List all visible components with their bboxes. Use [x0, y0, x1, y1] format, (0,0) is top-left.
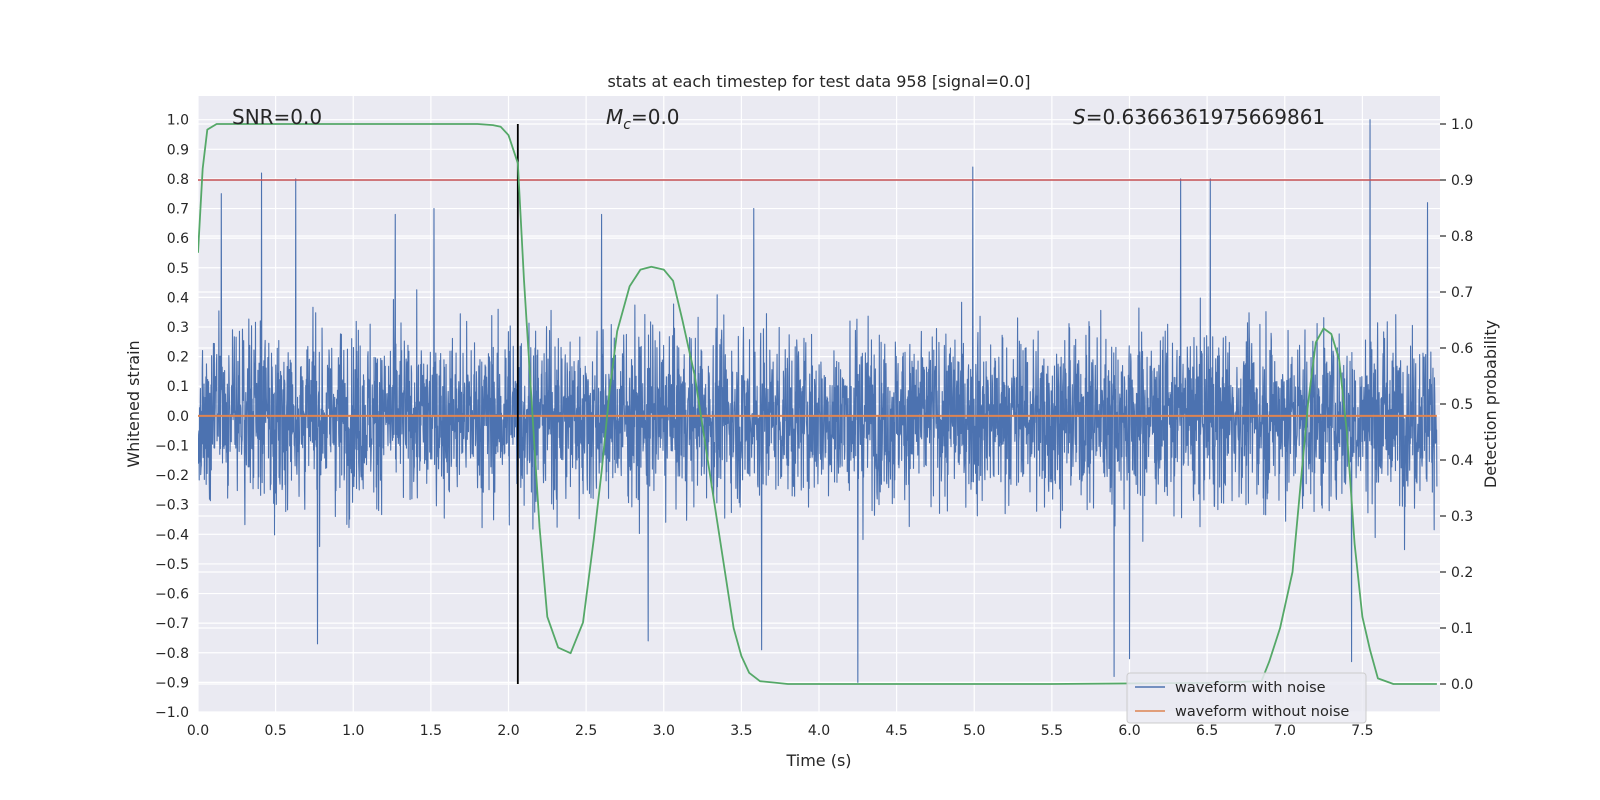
series-layer [198, 119, 1440, 685]
y-tick-label: 1.0 [167, 113, 189, 129]
y-tick-label-right: 0.8 [1451, 229, 1473, 245]
x-tick-label: 0.0 [187, 723, 209, 739]
x-tick-label: 3.0 [653, 723, 675, 739]
x-tick-label: 7.0 [1274, 723, 1296, 739]
x-tick-label: 5.0 [963, 723, 985, 739]
legend-box [1126, 672, 1367, 724]
y-tick-label-right: 0.1 [1451, 621, 1473, 637]
y-tick-label: 0.1 [167, 379, 189, 395]
x-tick-label: 1.0 [342, 723, 364, 739]
x-tick-label: 2.5 [575, 723, 597, 739]
chirp-mass-annotation: Mc=0.0 [606, 105, 680, 133]
noise-waveform-line [198, 119, 1438, 683]
legend-label-noise: waveform with noise [1175, 680, 1326, 696]
x-tick-label: 7.5 [1351, 723, 1373, 739]
y-tick-label: −0.7 [155, 616, 189, 632]
x-tick-label: 6.5 [1196, 723, 1218, 739]
chart-title: stats at each timestep for test data 958… [607, 72, 1030, 91]
y-tick-label: −0.1 [155, 438, 189, 454]
x-tick-label: 0.5 [264, 723, 286, 739]
y-tick-label: −0.6 [155, 587, 189, 603]
y-tick-label: −0.4 [155, 527, 189, 543]
x-tick-label: 4.0 [808, 723, 830, 739]
y-tick-label: −1.0 [155, 705, 189, 721]
y-tick-label: 0.8 [167, 172, 189, 188]
y-tick-label-right: 0.5 [1451, 397, 1473, 413]
y-ticks-right: 0.0 0.1 0.2 0.3 0.4 0.5 0.6 0.7 0.8 0.9 1.0 [1440, 117, 1473, 693]
y-tick-label-right: 0.6 [1451, 341, 1473, 357]
legend: waveform with noise waveform without noi… [1126, 672, 1367, 724]
x-tick-label: 5.5 [1041, 723, 1063, 739]
y-tick-label: −0.8 [155, 646, 189, 662]
y-tick-label: −0.9 [155, 675, 189, 691]
snr-annotation: SNR=0.0 [232, 105, 322, 129]
s-symbol: S [1073, 105, 1086, 129]
y-axis-label: Whitened strain [124, 340, 143, 467]
s-value: =0.6366361975669861 [1086, 105, 1325, 129]
detection-probability-line [198, 123, 1437, 685]
x-tick-label: 2.0 [497, 723, 519, 739]
x-tick-label: 6.0 [1118, 723, 1140, 739]
legend-label-clean: waveform without noise [1175, 704, 1349, 720]
y-tick-label: 0.3 [167, 320, 189, 336]
y-tick-label-right: 0.2 [1451, 565, 1473, 581]
y-tick-label: 0.6 [167, 231, 189, 247]
y-tick-label-right: 0.7 [1451, 285, 1473, 301]
y-tick-label: 0.0 [167, 409, 189, 425]
x-axis-label: Time (s) [785, 751, 851, 770]
mc-symbol: M [606, 105, 623, 129]
s-annotation: S=0.6366361975669861 [1073, 105, 1325, 129]
y-tick-label: −0.2 [155, 468, 189, 484]
y-tick-label: 0.5 [167, 261, 189, 277]
mc-value: =0.0 [631, 105, 680, 129]
y-tick-label: 0.4 [167, 290, 189, 306]
y-tick-label: 0.2 [167, 350, 189, 366]
x-tick-label: 3.5 [730, 723, 752, 739]
mc-subscript: c [623, 117, 631, 133]
y-tick-label-right: 0.4 [1451, 453, 1473, 469]
x-tick-label: 1.5 [420, 723, 442, 739]
y-axis-label-right: Detection probability [1481, 320, 1500, 488]
x-ticks: 0.0 0.5 1.0 1.5 2.0 2.5 3.0 3.5 4.0 4.5 5.0 5.5 6.0 6… [187, 723, 1374, 739]
y-tick-label: −0.5 [155, 557, 189, 573]
y-tick-label-right: 0.0 [1451, 677, 1473, 693]
y-tick-label-right: 1.0 [1451, 117, 1473, 133]
x-tick-label: 4.5 [885, 723, 907, 739]
y-ticks-left: −1.0 −0.9 −0.8 −0.7 −0.6 −0.5 −0.4 −0.3 −0.2 −0.1… [155, 113, 189, 721]
y-tick-label-right: 0.9 [1451, 173, 1473, 189]
y-tick-label: 0.9 [167, 142, 189, 158]
y-tick-label: 0.7 [167, 202, 189, 218]
y-tick-label: −0.3 [155, 498, 189, 514]
y-tick-label-right: 0.3 [1451, 509, 1473, 525]
